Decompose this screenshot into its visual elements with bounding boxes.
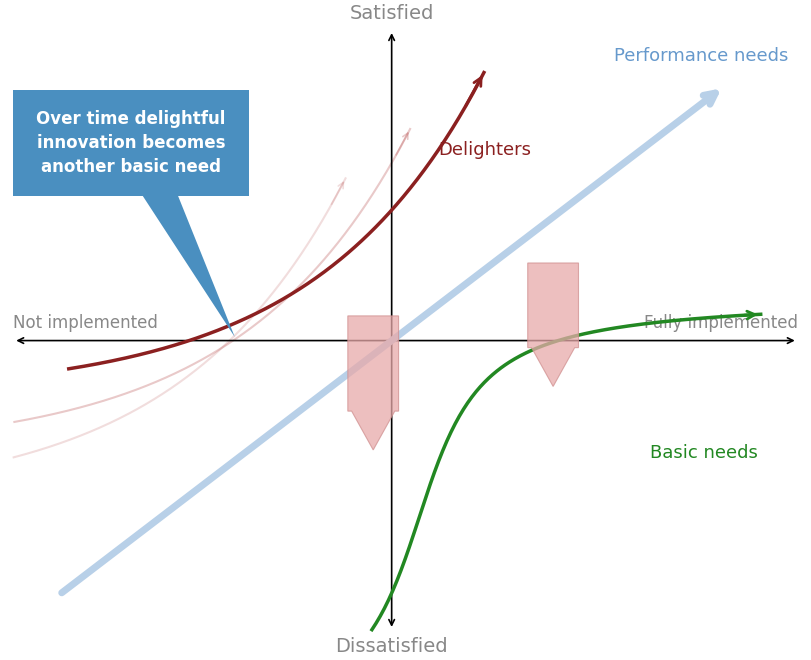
Text: Performance needs: Performance needs — [614, 48, 788, 65]
Text: Over time delightful
innovation becomes
another basic need: Over time delightful innovation becomes … — [36, 110, 225, 176]
Polygon shape — [348, 316, 398, 450]
Text: Not implemented: Not implemented — [14, 314, 158, 332]
FancyBboxPatch shape — [14, 90, 249, 196]
Text: Fully implemented: Fully implemented — [644, 314, 797, 332]
Polygon shape — [528, 263, 578, 386]
Polygon shape — [143, 196, 235, 337]
Text: Dissatisfied: Dissatisfied — [335, 637, 448, 656]
Text: Delighters: Delighters — [438, 141, 530, 159]
Text: Satisfied: Satisfied — [350, 4, 434, 23]
Text: Basic needs: Basic needs — [650, 444, 757, 463]
